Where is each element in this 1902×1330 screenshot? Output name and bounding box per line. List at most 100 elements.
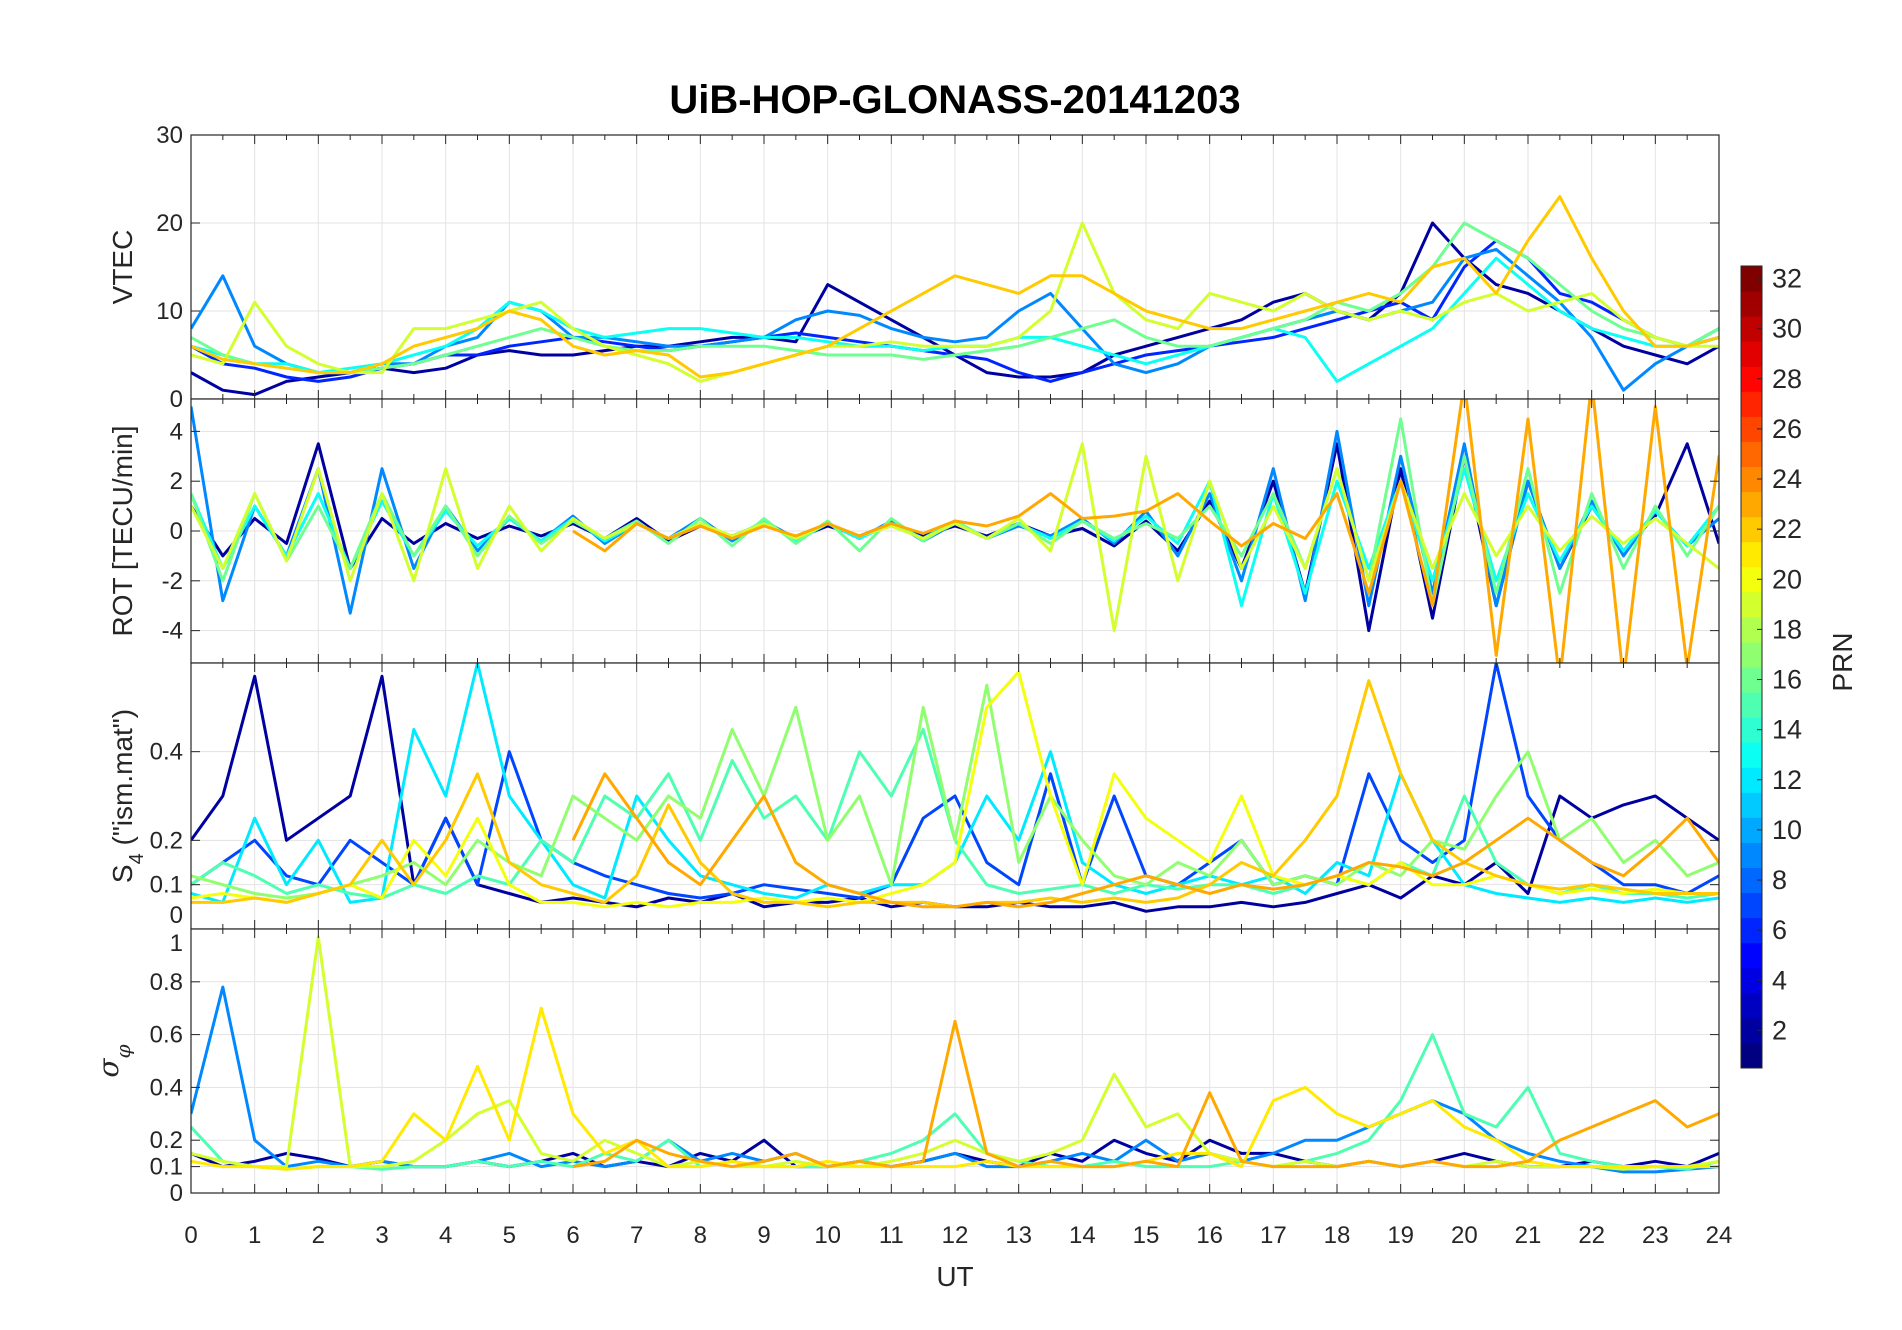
x-axis: 0 1 2 3 4 5 6 7 8 9 10 11 12 13 14 15 16 17 18 19 20 21 22 23 24 — [184, 1222, 1732, 1249]
x-tick-label: 17 — [1260, 1222, 1287, 1249]
y-tick-label: 0.1 — [150, 1154, 183, 1181]
x-tick-label: 20 — [1451, 1222, 1478, 1249]
colorbar-swatch — [1741, 616, 1762, 643]
colorbar-swatch — [1741, 792, 1762, 818]
colorbar-swatch — [1741, 967, 1762, 994]
colorbar-swatch — [1741, 767, 1762, 793]
y-tick-label: 0.2 — [150, 1127, 183, 1154]
y-tick-label: 10 — [156, 298, 183, 325]
x-tick-label: 16 — [1196, 1222, 1223, 1249]
series-line-prn-22 — [191, 195, 1719, 379]
colorbar-swatch — [1741, 266, 1762, 292]
series-line-prn-21 — [191, 1006, 1719, 1171]
series-group — [191, 399, 1719, 663]
y-tick-label: 0.4 — [150, 1074, 183, 1101]
x-axis-label: UT — [936, 1261, 973, 1292]
colorbar-tick-label: 8 — [1772, 865, 1787, 895]
colorbar-swatch — [1741, 291, 1762, 317]
colorbar-swatch — [1741, 541, 1762, 568]
panel-3: 0 0.1 0.2 0.4S4 ("ism.mat") — [107, 662, 1720, 930]
colorbar-frame — [1740, 265, 1763, 1069]
colorbar-tick-label: 18 — [1772, 614, 1802, 644]
colorbar-tick-label: 22 — [1772, 514, 1802, 544]
colorbar-swatch — [1741, 867, 1762, 894]
y-tick-label: 0.2 — [150, 827, 183, 854]
series-line-prn-20 — [191, 670, 1719, 909]
colorbar-swatch — [1741, 441, 1762, 467]
colorbar-label: PRN — [1827, 632, 1858, 691]
x-tick-label: 9 — [757, 1222, 770, 1249]
series-line-prn-19 — [191, 221, 1719, 383]
colorbar-swatch — [1741, 316, 1762, 342]
colorbar-tick-label: 14 — [1772, 715, 1802, 745]
series-line-prn-23 — [571, 772, 1719, 909]
x-tick-label: 1 — [248, 1222, 261, 1249]
colorbar-swatch — [1741, 817, 1762, 843]
colorbar-tick-label: 10 — [1772, 815, 1802, 845]
colorbar-tick-label: 24 — [1772, 464, 1802, 494]
y-tick-label: 0.1 — [150, 872, 183, 899]
x-tick-label: 13 — [1005, 1222, 1032, 1249]
colorbar-swatch — [1741, 466, 1762, 493]
colorbar-swatch — [1741, 641, 1762, 668]
series-line-prn-19 — [191, 442, 1719, 633]
x-tick-label: 11 — [879, 1222, 904, 1249]
x-tick-label: 21 — [1515, 1222, 1542, 1249]
colorbar-tick-label: 26 — [1772, 414, 1802, 444]
y-tick-label: -2 — [162, 568, 183, 595]
y-tick-label: 30 — [156, 122, 183, 149]
x-tick-label: 24 — [1706, 1222, 1733, 1249]
series-group — [191, 663, 1719, 913]
colorbar-swatch — [1741, 1017, 1762, 1044]
colorbar-swatch — [1741, 742, 1762, 768]
colorbar-tick-label: 2 — [1772, 1015, 1787, 1045]
x-tick-label: 22 — [1578, 1222, 1605, 1249]
x-tick-label: 8 — [694, 1222, 707, 1249]
series-group — [191, 935, 1719, 1174]
y-axis-label: ROT [TECU/min] — [107, 425, 138, 636]
y-axis-label: σφ — [92, 1044, 135, 1077]
y-tick-label: 2 — [170, 468, 183, 495]
series-line-prn-23 — [572, 1019, 1719, 1169]
x-tick-label: 2 — [312, 1222, 325, 1249]
y-tick-label: 0.4 — [150, 739, 183, 766]
x-tick-label: 18 — [1324, 1222, 1351, 1249]
y-tick-label: 1 — [170, 930, 183, 957]
x-tick-label: 12 — [942, 1222, 969, 1249]
x-tick-label: 3 — [375, 1222, 388, 1249]
colorbar-swatch — [1741, 842, 1762, 868]
y-tick-label: 0 — [170, 518, 183, 545]
chart-title: UiB-HOP-GLONASS-20141203 — [669, 78, 1240, 122]
series-line-prn-16 — [191, 221, 1719, 375]
colorbar-swatch — [1741, 491, 1762, 518]
colorbar-swatch — [1741, 566, 1762, 593]
colorbar-swatch — [1741, 917, 1762, 944]
x-tick-label: 6 — [566, 1222, 579, 1249]
x-tick-label: 7 — [630, 1222, 643, 1249]
colorbar-tick-label: 6 — [1772, 915, 1787, 945]
colorbar-swatch — [1741, 892, 1762, 919]
colorbar-swatch — [1741, 1042, 1762, 1069]
y-tick-label: 0 — [170, 386, 183, 413]
colorbar-swatch — [1741, 391, 1762, 417]
y-tick-label: 0 — [170, 902, 183, 929]
colorbar-swatch — [1741, 942, 1762, 969]
series-line-prn-15 — [191, 1033, 1719, 1171]
x-tick-label: 19 — [1387, 1222, 1414, 1249]
panel-2: -4 -2 0 2 4 ROT [TECU/min] — [107, 398, 1720, 664]
colorbar-tick-label: 32 — [1772, 264, 1802, 294]
colorbar-swatch — [1741, 341, 1762, 367]
x-tick-label: 23 — [1642, 1222, 1669, 1249]
panel-4: 00.10.2 0.4 0.6 0.8 1 σφ — [92, 928, 1720, 1207]
y-tick-label: -4 — [162, 618, 183, 645]
colorbar-swatch — [1741, 366, 1762, 392]
y-tick-label: 0.6 — [150, 1022, 183, 1049]
series-line-prn-17 — [191, 683, 1719, 900]
colorbar-tick-label: 20 — [1772, 564, 1802, 594]
colorbar-swatch — [1741, 591, 1762, 618]
colorbar-swatch — [1741, 992, 1762, 1019]
y-tick-label: 0 — [170, 1180, 183, 1207]
colorbar-tick-label: 4 — [1772, 965, 1787, 995]
